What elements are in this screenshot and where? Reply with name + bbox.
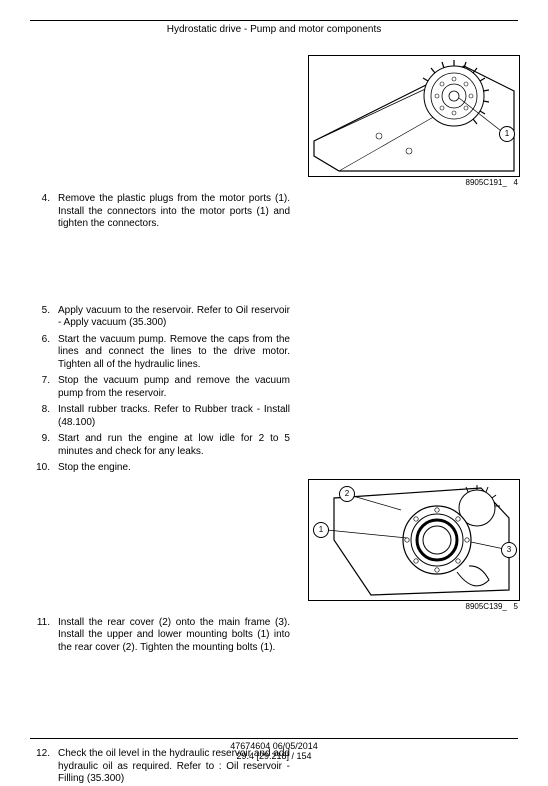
footer-page: 29.4 [29.218] / 154	[30, 751, 518, 761]
figure-1-callout-1: 1	[499, 126, 515, 142]
figure-1-svg	[309, 56, 519, 176]
step-4-num: 4.	[30, 193, 58, 231]
step-4-text: Remove the plastic plugs from the motor …	[58, 193, 290, 231]
step-9-text: Start and run the engine at low idle for…	[58, 433, 290, 458]
figure-2-code: 8905C139_	[466, 602, 507, 611]
step-6: 6. Start the vacuum pump. Remove the cap…	[30, 334, 518, 372]
step-8-num: 8.	[30, 404, 58, 429]
figure-1-box: 1	[308, 55, 520, 177]
step-5-text: Apply vacuum to the reservoir. Refer to …	[58, 305, 290, 330]
figure-2-callout-3: 3	[501, 542, 517, 558]
figure-2: 1 2 3 8905C139_ 5	[308, 479, 518, 611]
step-11-text: Install the rear cover (2) onto the main…	[58, 617, 290, 655]
footer-code: 47674604 06/05/2014	[30, 741, 518, 751]
figure-1-num: 4	[514, 178, 518, 187]
step-8: 8. Install rubber tracks. Refer to Rubbe…	[30, 404, 518, 429]
step-7-text: Stop the vacuum pump and remove the vacu…	[58, 375, 290, 400]
step-7: 7. Stop the vacuum pump and remove the v…	[30, 375, 518, 400]
step-11-num: 11.	[30, 617, 58, 655]
figure-1-code: 8905C191_	[466, 178, 507, 187]
step-10-num: 10.	[30, 462, 58, 475]
figure-1: 1 8905C191_ 4	[308, 55, 518, 187]
step-6-num: 6.	[30, 334, 58, 372]
step-7-num: 7.	[30, 375, 58, 400]
figure-2-num: 5	[514, 602, 518, 611]
step-5-num: 5.	[30, 305, 58, 330]
step-10: 10. Stop the engine.	[30, 462, 518, 475]
step-5: 5. Apply vacuum to the reservoir. Refer …	[30, 305, 518, 330]
step-6-text: Start the vacuum pump. Remove the caps f…	[58, 334, 290, 372]
figure-2-box: 1 2 3	[308, 479, 520, 601]
figure-1-caption: 8905C191_ 4	[308, 178, 518, 187]
step-11: 11. Install the rear cover (2) onto the …	[30, 617, 518, 655]
page-header: Hydrostatic drive - Pump and motor compo…	[30, 24, 518, 35]
step-9: 9. Start and run the engine at low idle …	[30, 433, 518, 458]
figure-2-callout-2: 2	[339, 486, 355, 502]
figure-2-callout-1: 1	[313, 522, 329, 538]
step-10-text: Stop the engine.	[58, 462, 290, 475]
step-8-text: Install rubber tracks. Refer to Rubber t…	[58, 404, 290, 429]
figure-2-caption: 8905C139_ 5	[308, 602, 518, 611]
step-9-num: 9.	[30, 433, 58, 458]
step-4: 4. Remove the plastic plugs from the mot…	[30, 193, 518, 231]
footer: 47674604 06/05/2014 29.4 [29.218] / 154	[30, 738, 518, 761]
